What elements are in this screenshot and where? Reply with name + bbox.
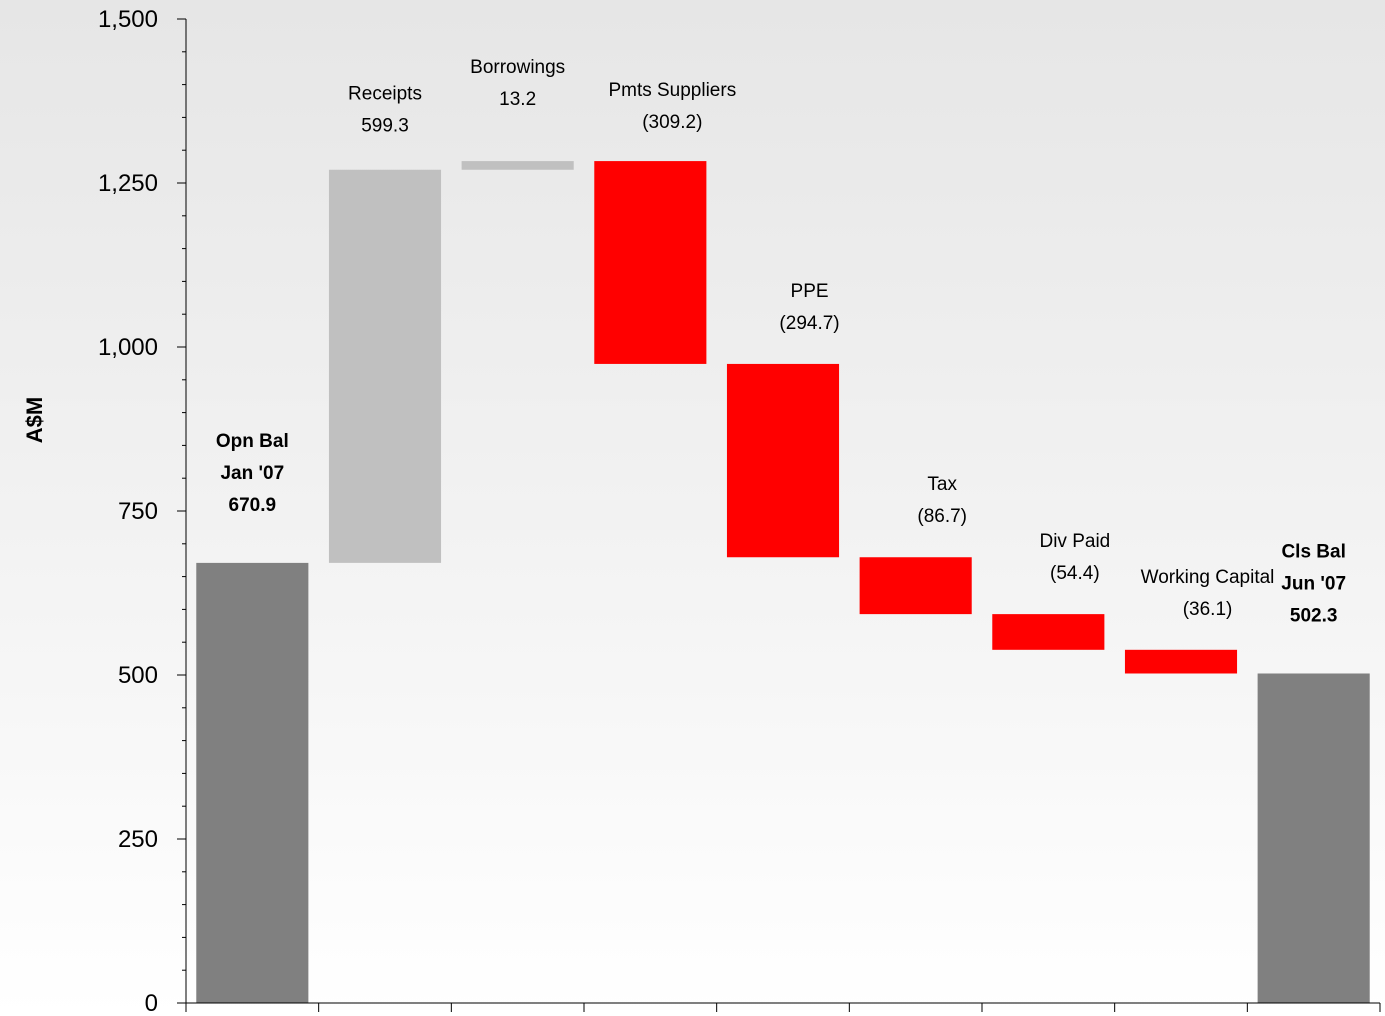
bar-increase: [328, 169, 442, 563]
bar-label-line: Opn Bal: [216, 431, 289, 452]
bar-decrease: [1124, 649, 1238, 674]
y-tick-label: 0: [145, 990, 158, 1016]
bar-balance: [1257, 673, 1370, 1003]
y-tick-label: 250: [118, 826, 158, 853]
bar-label-line: (309.2): [642, 112, 702, 133]
bar-label-line: PPE: [791, 281, 829, 302]
bar-decrease: [726, 363, 840, 558]
bar-label-line: 13.2: [499, 89, 536, 110]
bar-label-line: Cls Bal: [1281, 541, 1345, 562]
y-tick-label: 1,000: [98, 334, 158, 361]
bar-increase: [461, 161, 574, 170]
bar-label-line: Receipts: [348, 84, 422, 105]
bar-label-line: Working Capital: [1141, 567, 1275, 588]
bars-layer: [196, 161, 1370, 1003]
y-tick-label: 1,500: [98, 6, 158, 33]
bar-label-line: 670.9: [229, 495, 277, 516]
bar-label-line: Pmts Suppliers: [608, 80, 736, 101]
bar-label-line: Borrowings: [470, 57, 565, 78]
bar-label-line: Div Paid: [1039, 531, 1110, 552]
bar-label-line: 502.3: [1290, 605, 1338, 626]
bar-label-line: Tax: [927, 474, 957, 495]
bar-label-line: Jun '07: [1281, 573, 1346, 594]
labels-layer: Opn Bal Jan '07 670.9 Receipts 599.3 Borrowin…: [216, 57, 1346, 626]
bar-label-line: (36.1): [1183, 599, 1233, 620]
bar-label-line: (54.4): [1050, 563, 1100, 584]
bar-decrease: [859, 557, 972, 615]
y-tick-label: 500: [118, 662, 158, 689]
y-tick-label: 750: [118, 498, 158, 525]
bar-balance: [196, 562, 309, 1003]
y-tick-label: 1,250: [98, 170, 158, 197]
bar-label-line: (86.7): [917, 506, 967, 527]
bar-label-line: Jan '07: [220, 463, 284, 484]
bar-label-line: (294.7): [779, 313, 839, 334]
bar-decrease: [594, 161, 707, 364]
y-axis-label: A$M: [22, 397, 47, 443]
axis-layer: 0 250 500 750 1,000 1,250 1,500: [98, 6, 1381, 1016]
bar-label-line: 599.3: [361, 116, 409, 137]
bar-decrease: [992, 614, 1105, 650]
